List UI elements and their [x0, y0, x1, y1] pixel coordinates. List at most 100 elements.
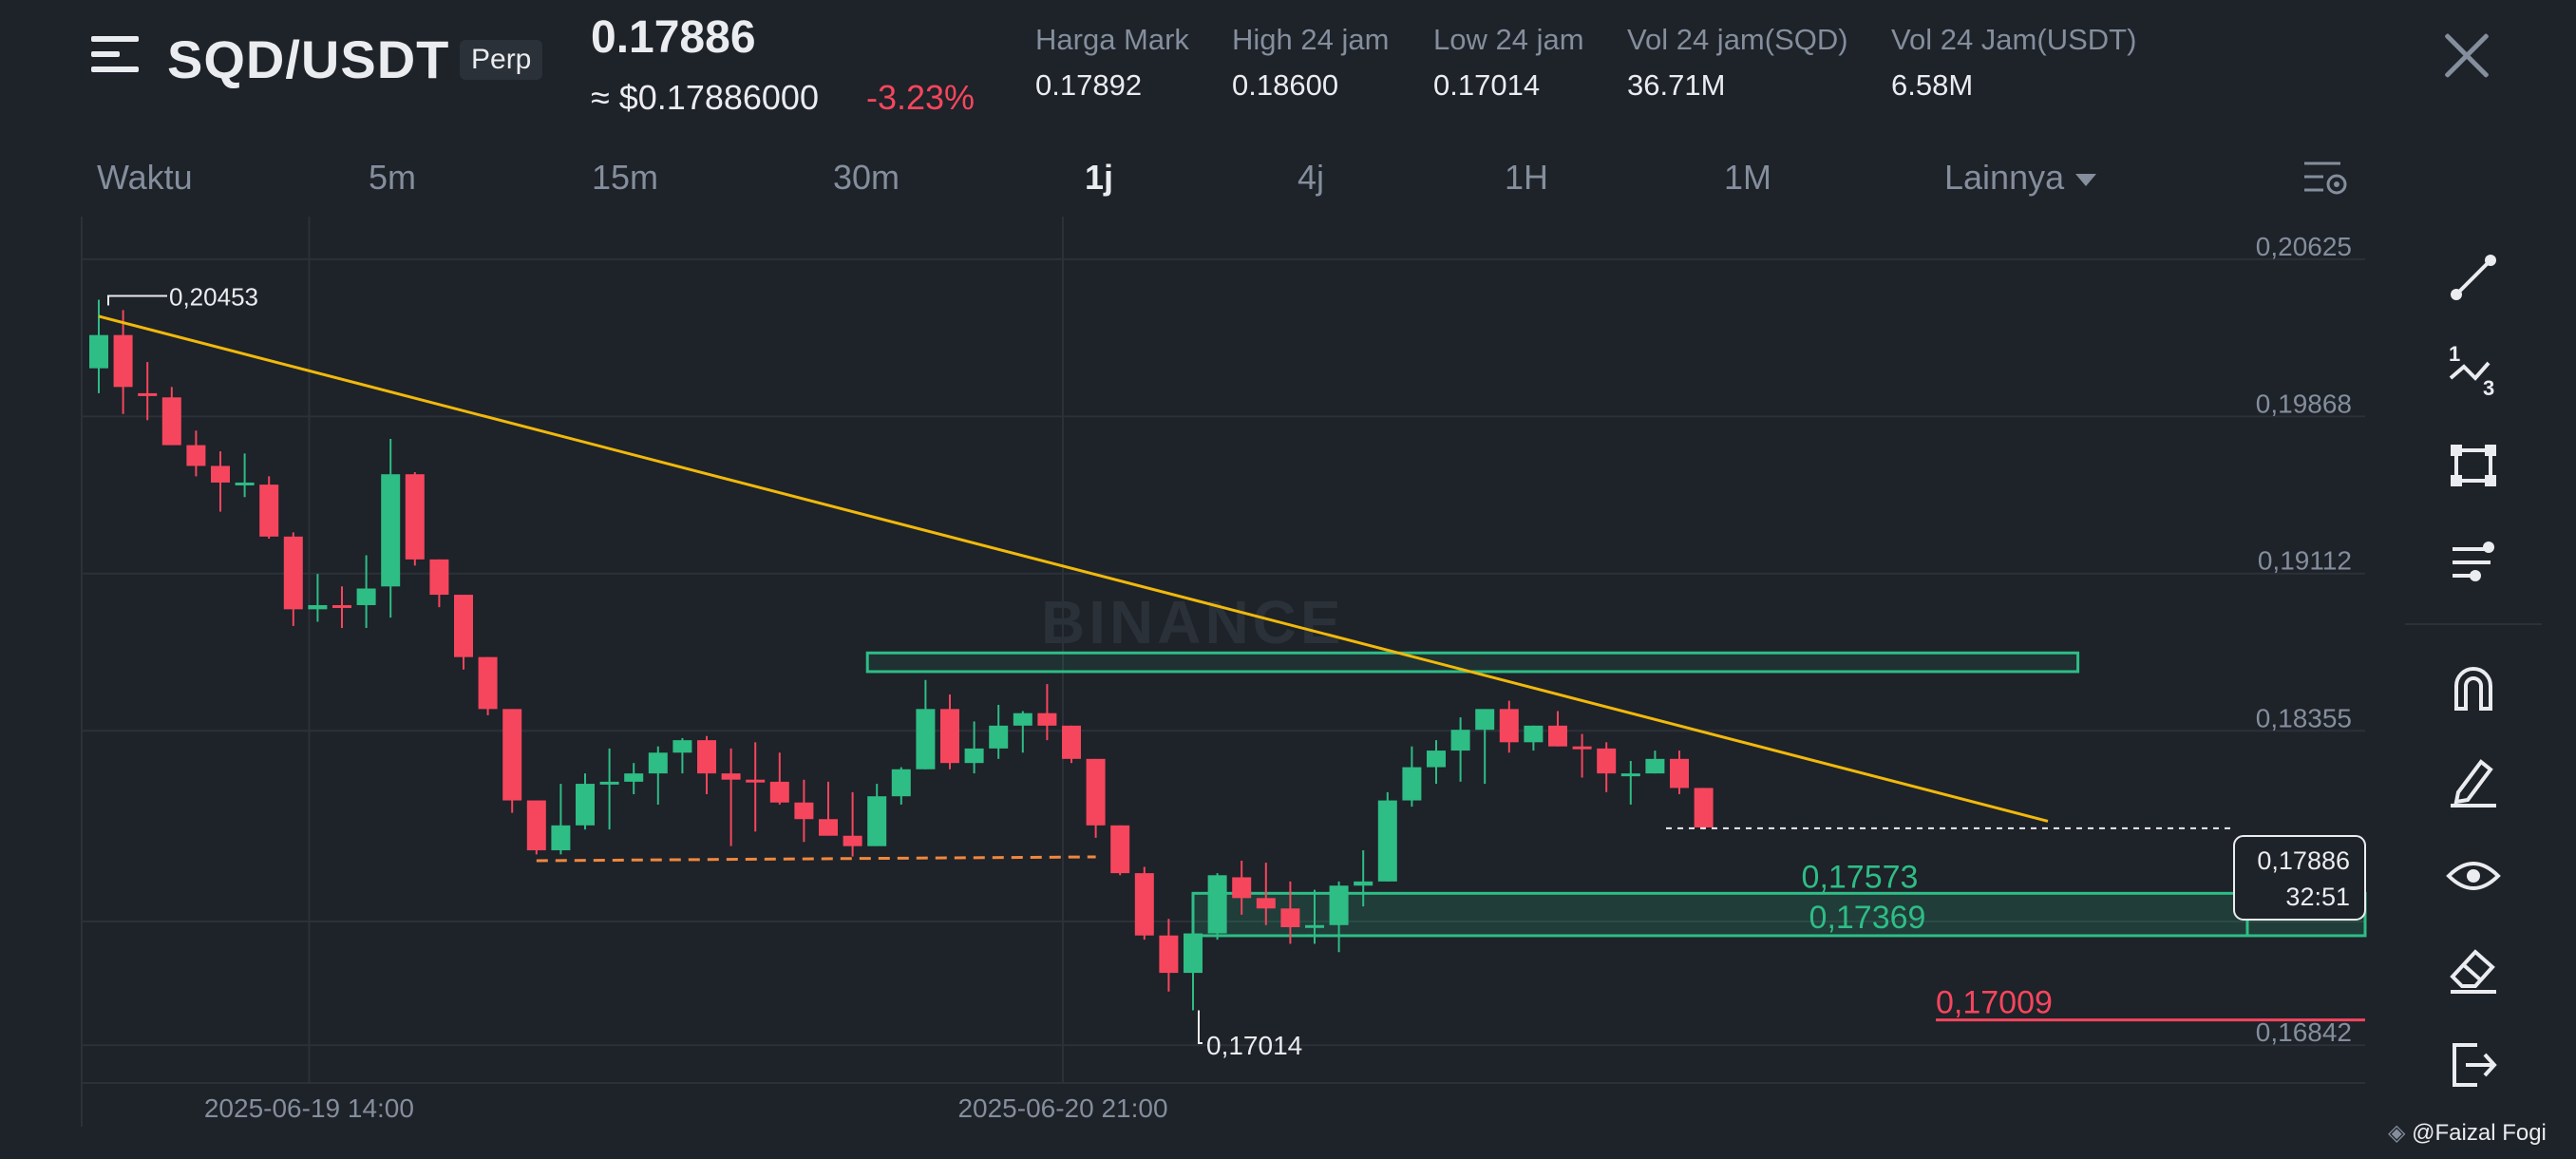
- candle-body: [1354, 881, 1373, 886]
- resistance-zone: [865, 651, 2080, 674]
- candle-body: [1572, 746, 1592, 750]
- candle-body: [161, 397, 181, 446]
- svg-text:3: 3: [2483, 376, 2494, 400]
- candle-body: [1694, 788, 1714, 827]
- candle-body: [1427, 750, 1446, 768]
- y-tick-label: 0,20625: [2256, 232, 2352, 261]
- toolbar-divider: [2405, 623, 2542, 625]
- candle-body: [332, 604, 351, 608]
- candle-body: [1597, 748, 1617, 774]
- candle-body: [1037, 712, 1057, 726]
- candle-body: [186, 445, 206, 466]
- candle-body: [576, 784, 595, 826]
- y-tick-label: 0,19868: [2256, 389, 2352, 418]
- stat-low-24h: Low 24 jam 0.17014: [1433, 23, 1584, 103]
- candle-body: [478, 656, 498, 710]
- stat-label: Low 24 jam: [1433, 23, 1584, 56]
- candle-body: [599, 781, 619, 785]
- dashed-low-line: [536, 855, 1096, 863]
- tab-waktu[interactable]: Waktu: [97, 158, 193, 197]
- exit-icon[interactable]: [2443, 1034, 2504, 1094]
- tab-15m[interactable]: 15m: [592, 158, 659, 197]
- tab-4j[interactable]: 4j: [1297, 158, 1325, 197]
- stat-vol-quote: Vol 24 Jam(USDT) 6.58M: [1891, 23, 2136, 103]
- candle-body: [259, 484, 279, 537]
- y-tick-label: 0,18355: [2256, 703, 2352, 732]
- tab-30m[interactable]: 30m: [833, 158, 900, 197]
- candle-body: [1184, 933, 1203, 974]
- chart-settings-icon[interactable]: [2302, 158, 2350, 200]
- low-marker-label: 0,17014: [1206, 1031, 1302, 1060]
- tab-lainnya-label: Lainnya: [1944, 158, 2065, 197]
- stat-value: 0.18600: [1232, 68, 1339, 102]
- y-tick-label: 0,19112: [2258, 546, 2352, 576]
- tab-lainnya[interactable]: Lainnya: [1944, 158, 2097, 198]
- candle-body: [1645, 758, 1665, 774]
- candle-body: [1402, 767, 1422, 801]
- candle-body: [867, 796, 887, 846]
- high-marker-line: [107, 294, 167, 306]
- candle-body: [235, 482, 255, 485]
- candle-body: [940, 709, 959, 764]
- support-zone-top-label: 0,17573: [1802, 859, 1919, 895]
- stat-value: 6.58M: [1891, 68, 1974, 102]
- candle-body: [746, 779, 766, 783]
- candle-body: [283, 536, 303, 610]
- diamond-icon: ◈: [2388, 1120, 2406, 1146]
- candle-body: [1329, 885, 1349, 925]
- candle-body: [1159, 935, 1179, 974]
- tab-1j[interactable]: 1j: [1085, 158, 1114, 197]
- rectangle-icon[interactable]: [2443, 435, 2504, 496]
- tab-5m[interactable]: 5m: [369, 158, 417, 197]
- eraser-icon[interactable]: [2443, 939, 2504, 999]
- support-zone-bottom-label: 0,17369: [1809, 900, 1926, 936]
- change-percent: -3.23%: [866, 78, 975, 117]
- usd-price: ≈ $0.17886000: [591, 78, 819, 117]
- candle-body: [1377, 800, 1397, 882]
- last-price: 0.17886: [591, 12, 756, 63]
- candle-body: [113, 334, 133, 388]
- candle-body: [381, 474, 401, 587]
- x-tick-label: 2025-06-20 21:00: [957, 1093, 1167, 1123]
- trend-line-icon[interactable]: [2443, 247, 2504, 308]
- stat-label: Harga Mark: [1035, 23, 1189, 56]
- candle-body: [1134, 873, 1154, 936]
- stat-value: 36.71M: [1627, 68, 1726, 102]
- candle-body: [526, 800, 546, 851]
- candle-body: [1280, 908, 1300, 927]
- support-line-label: 0,17009: [1936, 985, 2053, 1021]
- candle-body: [405, 474, 425, 560]
- indicator-settings-icon[interactable]: [2443, 530, 2504, 591]
- stat-value: 0.17892: [1035, 68, 1143, 102]
- low-marker-line: [1198, 1010, 1203, 1044]
- candle-body: [1499, 709, 1519, 743]
- candle-body: [356, 588, 376, 605]
- magnet-icon[interactable]: [2443, 657, 2504, 718]
- support-zone: [1191, 891, 2367, 938]
- stat-value: 0.17014: [1433, 68, 1541, 102]
- candle-body: [769, 781, 789, 803]
- trend-line: [98, 314, 2049, 823]
- candle-body: [843, 835, 862, 846]
- tab-1m[interactable]: 1M: [1724, 158, 1772, 197]
- credit-label: ◈ @Faizal Fogi: [2388, 1119, 2547, 1147]
- contract-type-badge: Perp: [460, 40, 543, 80]
- candle-body: [721, 773, 741, 780]
- candle-body: [891, 769, 911, 797]
- last-price-tag: [2233, 835, 2366, 921]
- candle-body: [819, 819, 838, 836]
- candle-body: [648, 752, 668, 774]
- candle-body: [1110, 825, 1130, 874]
- stat-label: High 24 jam: [1232, 23, 1390, 56]
- eye-icon[interactable]: [2443, 846, 2504, 906]
- menu-icon[interactable]: [91, 34, 144, 87]
- candle-body: [1207, 875, 1227, 934]
- candle-body: [1305, 924, 1324, 928]
- candle-body: [551, 825, 571, 851]
- tab-1h[interactable]: 1H: [1505, 158, 1549, 197]
- candle-body: [1062, 725, 1081, 759]
- pair-title[interactable]: SQD/USDT: [167, 29, 450, 89]
- pencil-icon[interactable]: [2443, 750, 2504, 811]
